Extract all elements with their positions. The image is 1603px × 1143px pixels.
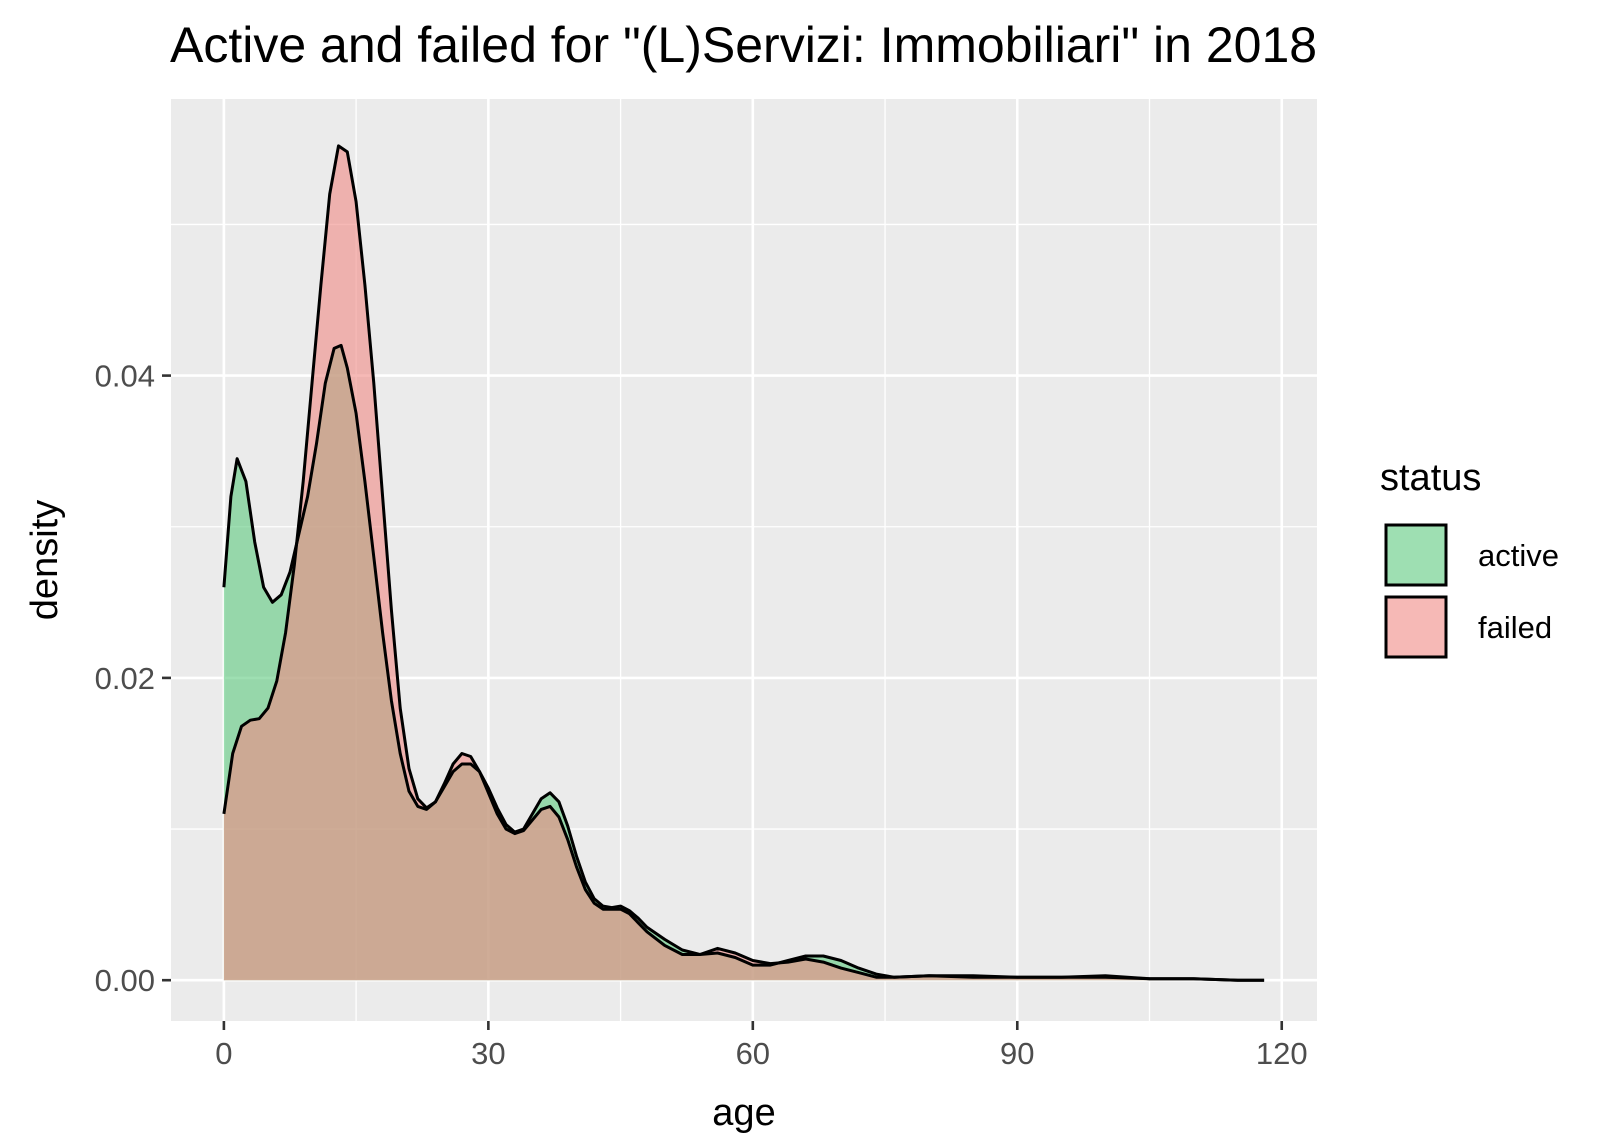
x-tick-label: 120 [1256,1036,1308,1071]
x-tick-label: 0 [215,1036,232,1071]
x-axis: 0 30 60 90 120 [215,1021,1308,1071]
x-axis-title: age [712,1092,775,1134]
legend-label-failed: failed [1478,610,1552,645]
curve-failed [222,144,1265,982]
legend-label-active: active [1478,538,1559,573]
x-tick-label: 60 [736,1036,770,1071]
legend-key-active [1384,523,1448,587]
y-axis-title: density [24,500,66,620]
legend-title: status [1380,457,1481,499]
legend-key-failed [1384,595,1448,659]
y-tick-label: 0.02 [95,661,155,696]
x-tick-label: 30 [471,1036,505,1071]
y-tick-label: 0.00 [95,963,155,998]
curve-active [222,343,1265,982]
x-tick-label: 90 [1000,1036,1034,1071]
chart-title: Active and failed for "(L)Servizi: Immob… [170,17,1317,73]
y-axis: 0.00 0.02 0.04 [95,359,171,998]
major-gridlines [171,99,1317,1021]
legend: status active failed [1380,457,1559,660]
density-areas [222,144,1265,982]
area-failed [223,145,1265,981]
y-tick-label: 0.04 [95,359,155,394]
